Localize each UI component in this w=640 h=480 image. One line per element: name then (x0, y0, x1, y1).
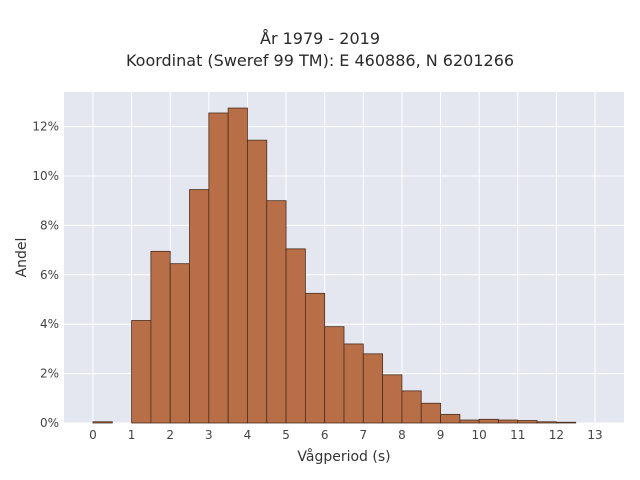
x-tick-label: 8 (398, 428, 406, 442)
x-tick-label: 12 (549, 428, 564, 442)
x-tick-label: 1 (128, 428, 136, 442)
y-axis-ticks: 0% 2% 4% 6% 8% 10% 12% (32, 120, 59, 430)
histogram-bar (208, 112, 229, 424)
histogram-bar (498, 419, 519, 424)
y-tick-label: 2% (40, 367, 59, 381)
x-axis-label: Vågperiod (s) (297, 448, 390, 465)
x-tick-label: 2 (166, 428, 174, 442)
histogram-bar (189, 189, 210, 424)
x-tick-label: 0 (89, 428, 97, 442)
histogram-bar (556, 421, 577, 424)
histogram-bar (440, 413, 461, 424)
y-tick-label: 12% (32, 120, 59, 134)
y-tick-label: 10% (32, 169, 59, 183)
chart-title: År 1979 - 2019 Koordinat (Sweref 99 TM):… (0, 28, 640, 72)
histogram-bar (536, 421, 557, 424)
histogram-bar (266, 200, 287, 424)
y-tick-label: 0% (40, 416, 59, 430)
histogram-bar (324, 326, 345, 424)
histogram-bar (478, 418, 499, 424)
histogram-bar (285, 248, 306, 424)
bars (92, 107, 577, 424)
histogram-bar (150, 250, 171, 424)
x-tick-label: 11 (510, 428, 525, 442)
chart-title-line-2: Koordinat (Sweref 99 TM): E 460886, N 62… (125, 51, 515, 70)
y-tick-label: 4% (40, 317, 59, 331)
x-tick-label: 6 (321, 428, 329, 442)
histogram-bar (169, 263, 190, 424)
x-tick-label: 4 (244, 428, 252, 442)
histogram-bar (401, 390, 422, 424)
histogram-bar (92, 421, 113, 424)
histogram-bar (131, 320, 152, 424)
x-tick-label: 9 (437, 428, 445, 442)
y-tick-label: 6% (40, 268, 59, 282)
histogram-bar (247, 139, 268, 424)
x-tick-label: 7 (359, 428, 367, 442)
y-axis-label: Andel (14, 238, 30, 278)
histogram-bar (304, 292, 326, 424)
histogram-bar (459, 419, 480, 424)
histogram-bar (362, 353, 384, 424)
histogram-bar (382, 374, 403, 424)
histogram-bar (517, 420, 538, 424)
histogram-bar (227, 107, 248, 424)
y-tick-label: 8% (40, 218, 59, 232)
x-tick-label: 5 (282, 428, 290, 442)
x-tick-label: 10 (472, 428, 487, 442)
x-tick-label: 3 (205, 428, 213, 442)
x-tick-label: 13 (587, 428, 602, 442)
histogram-bar (343, 343, 364, 424)
chart-title-line-1: År 1979 - 2019 (260, 29, 380, 48)
x-axis-ticks: 0 1 2 3 4 5 6 7 8 9 10 11 12 13 (89, 428, 603, 442)
histogram-bar (420, 402, 441, 424)
